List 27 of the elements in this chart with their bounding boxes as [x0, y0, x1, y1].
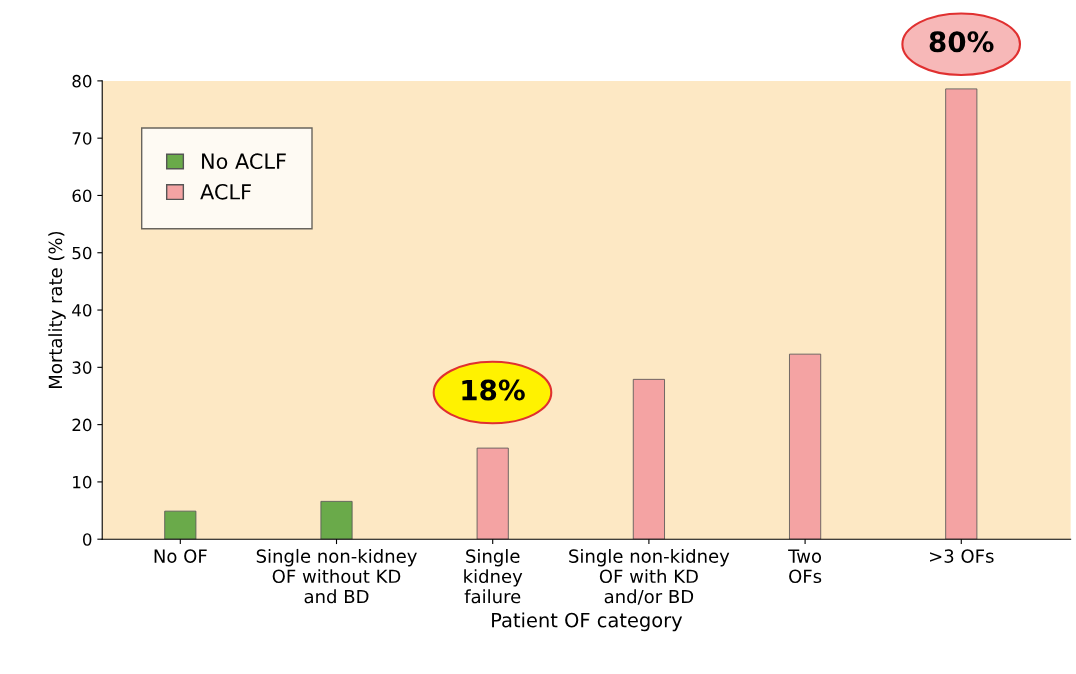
y-tick-label: 0 [82, 533, 92, 546]
x-axis-title: Patient OF category [492, 612, 683, 632]
x-tick-label: Single non-kidney OF without KD and BD [256, 548, 417, 604]
y-axis-title: Mortality rate (%) [48, 231, 66, 388]
y-tick-label: 10 [73, 475, 92, 489]
y-tick-label: 80 [72, 74, 92, 88]
x-tick-label: Single kidney failure [464, 548, 523, 604]
bar [476, 447, 509, 540]
text: 80% [929, 31, 994, 53]
legend-label: No ACLF [202, 153, 286, 170]
y-tick-label: 60 [72, 189, 92, 203]
y-tick-label: 30 [72, 361, 92, 374]
x-tick-label: >3 OFs [930, 549, 994, 563]
bar [164, 510, 197, 540]
legend-label: ACLF [200, 183, 251, 200]
bar [789, 353, 822, 540]
bar [945, 88, 978, 540]
y-tick-label: 20 [72, 418, 92, 432]
annotation: 18% [462, 379, 525, 401]
y-tick-label: 50 [72, 246, 92, 260]
y-tick-label: 70 [72, 132, 92, 145]
y-tick-label: 40 [72, 304, 92, 317]
x-tick-label: No OF [154, 549, 207, 563]
bar [632, 378, 665, 540]
x-tick-label: Single non-kidney OF with KD and/or BD [569, 548, 730, 605]
bar [320, 500, 353, 540]
x-tick-label: Two OFs [788, 549, 822, 584]
